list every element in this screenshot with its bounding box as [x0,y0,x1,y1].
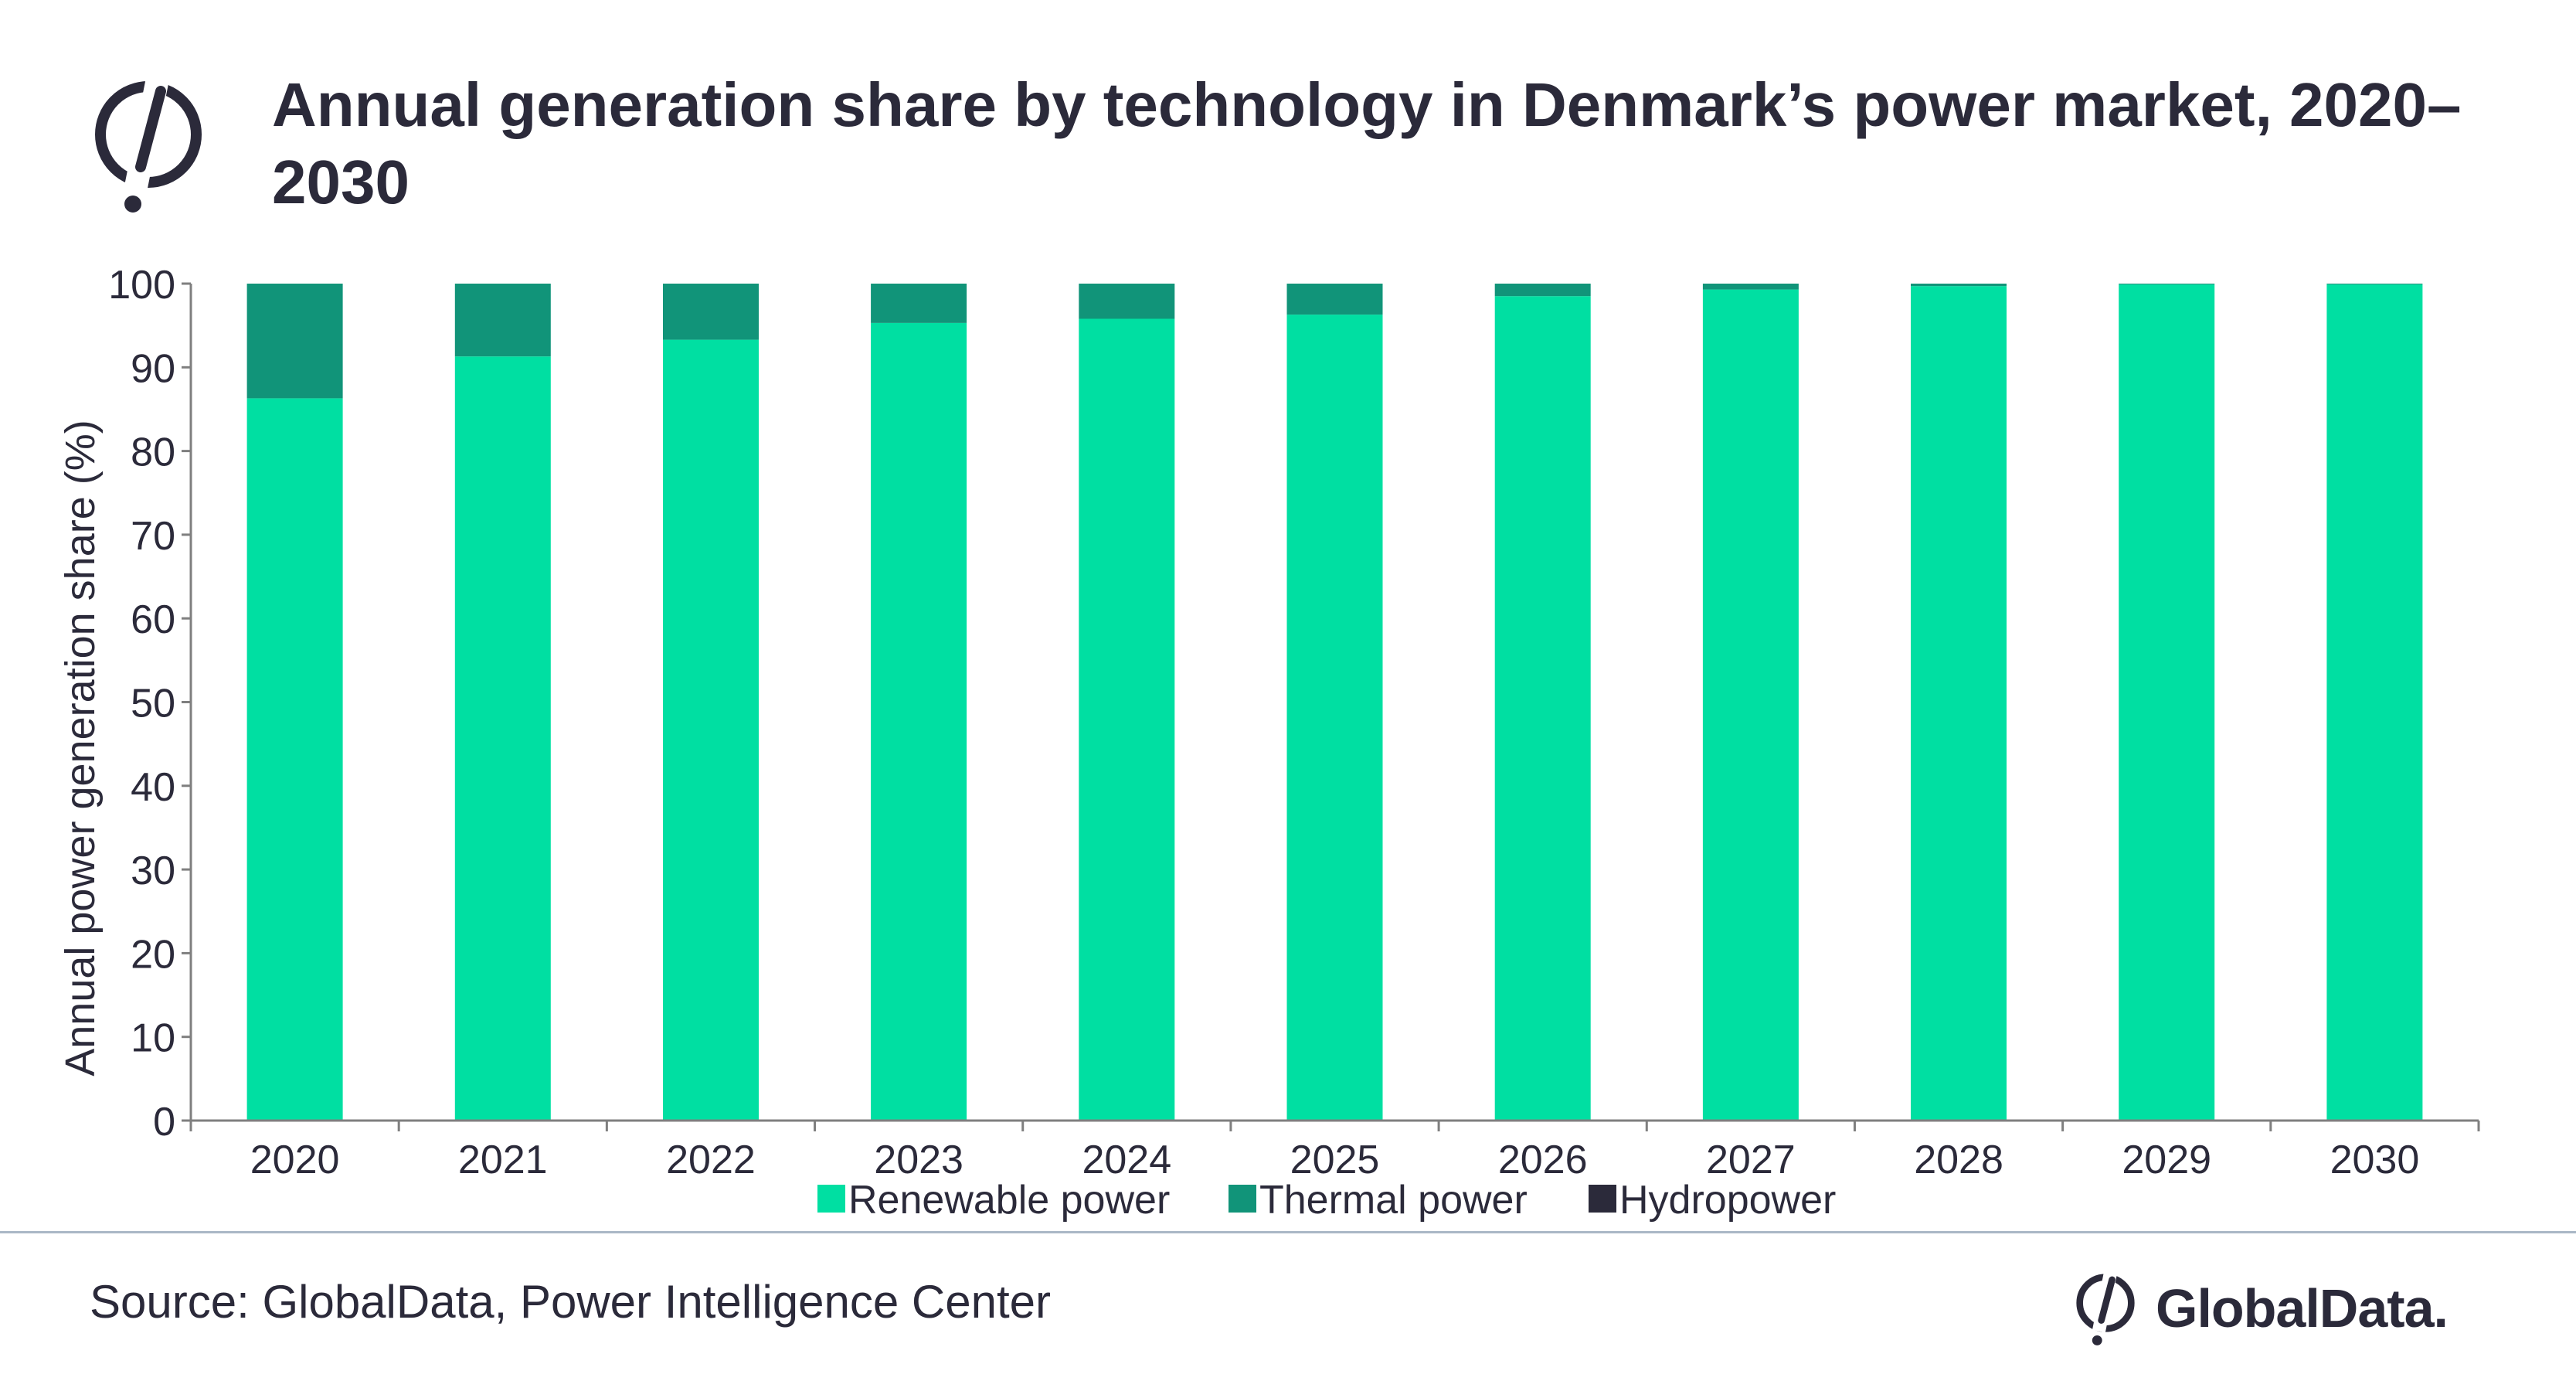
legend-swatch-hydropower [1589,1185,1616,1213]
bar-renewable-power-2020 [246,398,343,1121]
brand-logo[interactable]: GlobalData. [2072,1266,2449,1351]
bar-thermal-power-2023 [871,284,967,323]
bar-renewable-power-2030 [2326,284,2423,1121]
x-tick-label: 2027 [1706,1138,1796,1182]
bar-renewable-power-2025 [1286,315,1383,1121]
source-note: Source: GlobalData, Power Intelligence C… [90,1276,1052,1328]
bar-thermal-power-2021 [454,284,551,357]
source-divider [0,1231,2576,1233]
bar-thermal-power-2022 [663,284,759,340]
bar-renewable-power-2029 [2119,284,2215,1121]
legend-label: Hydropower [1619,1178,1836,1223]
bar-thermal-power-2024 [1079,284,1175,319]
x-tick-label: 2024 [1082,1138,1171,1182]
bar-renewable-power-2027 [1702,289,1799,1121]
x-tick-label: 2026 [1498,1138,1588,1182]
y-tick-label: 90 [131,346,175,391]
bar-thermal-power-2028 [1911,284,2007,287]
bar-thermal-power-2020 [246,284,343,399]
bar-thermal-power-2025 [1286,284,1383,315]
x-tick-label: 2029 [2122,1138,2211,1182]
globaldata-logo-icon [95,77,202,213]
y-tick-label: 80 [131,430,175,475]
x-tick-label: 2025 [1290,1138,1380,1182]
bar-thermal-power-2027 [1702,284,1799,290]
x-tick-label: 2030 [2330,1138,2420,1182]
y-tick-label: 0 [153,1100,175,1145]
x-tick-label: 2028 [1914,1138,2003,1182]
x-tick-label: 2021 [458,1138,548,1182]
legend: Renewable power Thermal power Hydropower [817,1178,1836,1223]
y-tick-label: 10 [131,1016,175,1061]
y-tick-label: 40 [131,765,175,810]
bar-renewable-power-2024 [1079,318,1175,1121]
bar-renewable-power-2026 [1494,296,1591,1121]
y-tick-label: 70 [131,514,175,559]
legend-label: Renewable power [848,1178,1170,1223]
bar-renewable-power-2021 [454,356,551,1121]
globaldata-logo-icon [2076,1271,2135,1345]
legend-swatch-renewable-power [817,1185,845,1213]
y-tick-label: 60 [131,597,175,642]
bar-renewable-power-2022 [663,339,759,1121]
brand-name: GlobalData. [2156,1278,2449,1338]
y-tick-label: 30 [131,849,175,893]
bars-group [246,284,2423,1121]
chart-title: Annual generation share by technology in… [272,70,2462,216]
y-tick-label: 100 [108,263,175,308]
y-tick-label: 20 [131,932,175,977]
x-tick-label: 2022 [666,1138,756,1182]
legend-label: Thermal power [1259,1178,1528,1223]
legend-swatch-thermal-power [1229,1185,1256,1213]
y-tick-label: 50 [131,682,175,726]
bar-renewable-power-2028 [1911,286,2007,1121]
x-tick-label: 2023 [874,1138,963,1182]
bar-thermal-power-2026 [1494,284,1591,297]
x-tick-label: 2020 [250,1138,340,1182]
bar-renewable-power-2023 [871,322,967,1121]
y-axis-label: Annual power generation share (%) [57,420,104,1077]
